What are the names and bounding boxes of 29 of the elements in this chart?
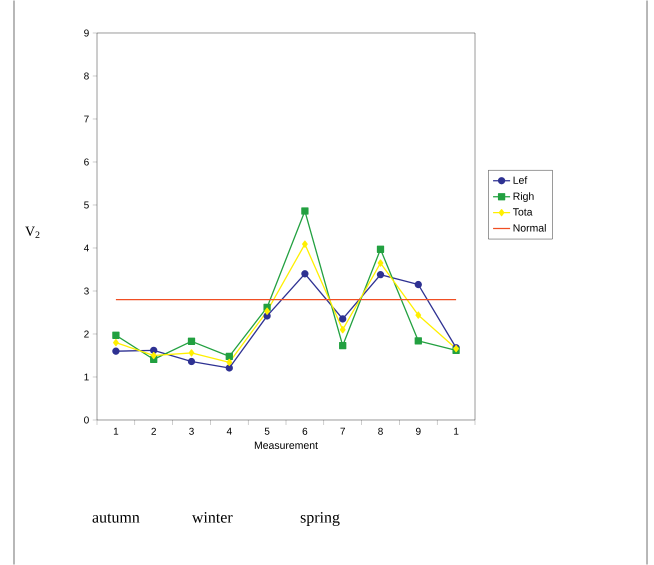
- x-tick-label: 1: [114, 428, 118, 435]
- y-tick-label: 2: [84, 330, 89, 338]
- y-tick-label: 7: [84, 116, 89, 122]
- text: winter: [192, 512, 233, 523]
- x-tick-label: 3: [189, 428, 194, 435]
- y-tick-label: 1: [84, 374, 89, 380]
- x-tick-label: 5: [264, 428, 270, 435]
- legend-label: Tota: [512, 208, 533, 216]
- y-tick-label: 0: [84, 416, 89, 424]
- y-tick-label: 8: [84, 72, 89, 80]
- y-axis-title: V$_{2}$: [25, 226, 40, 238]
- x-tick-label: 7: [340, 428, 345, 435]
- y-tick-label: 5: [84, 202, 89, 208]
- x-tick-label: 2: [151, 428, 156, 435]
- x-tick-label: 4: [226, 428, 232, 435]
- x-tick-label: 8: [378, 428, 383, 435]
- legend-label: Lef: [514, 176, 528, 184]
- y-tick-label: 4: [84, 244, 89, 252]
- x-tick-label: 9: [416, 428, 421, 435]
- y-tick-label: 6: [84, 158, 89, 166]
- text: spring: [300, 512, 340, 526]
- legend-label: Normal: [514, 224, 546, 232]
- y-tick-label: 9: [84, 29, 89, 37]
- text: autumn: [92, 514, 140, 523]
- x-tick-label: 6: [302, 428, 308, 435]
- y-tick-label: 3: [84, 287, 89, 295]
- x-tick-label: 1: [454, 428, 458, 435]
- legend-label: Righ: [514, 192, 534, 202]
- x-axis-title: Measurement: [254, 442, 318, 449]
